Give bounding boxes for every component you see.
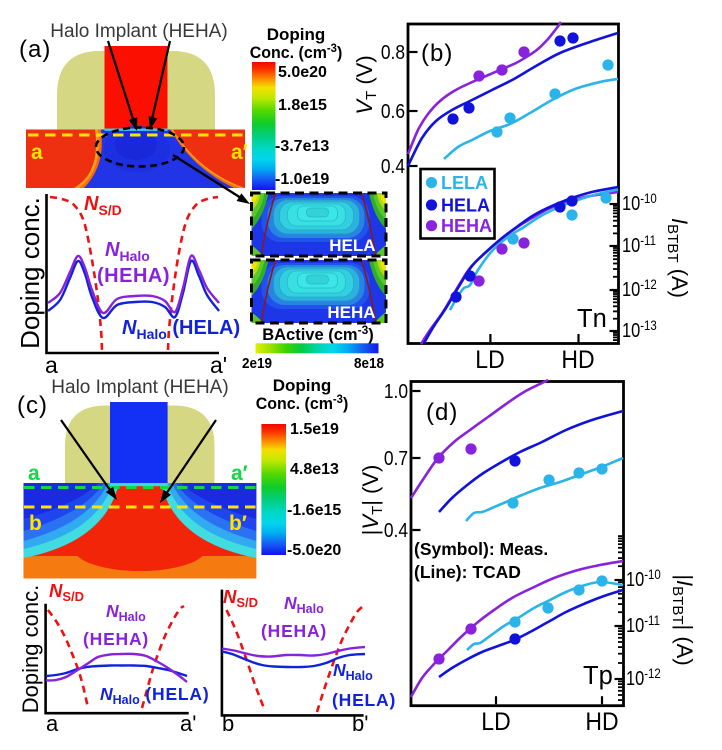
svg-text:-5.0e20: -5.0e20 (287, 542, 341, 559)
svg-text:-1.0e19: -1.0e19 (275, 171, 329, 188)
svg-text:Conc. (cm-3): Conc. (cm-3) (250, 42, 343, 62)
svg-text:(Line): TCAD: (Line): TCAD (414, 562, 521, 582)
svg-text:5.0e20: 5.0e20 (278, 64, 327, 81)
svg-text:10-11: 10-11 (622, 232, 656, 256)
svg-text:a: a (31, 141, 43, 164)
svg-text:HEHA: HEHA (327, 303, 375, 322)
svg-text:(c): (c) (17, 392, 48, 419)
svg-text:HD: HD (585, 708, 618, 736)
svg-text:Tn: Tn (577, 305, 607, 333)
svg-text:a': a' (210, 352, 227, 378)
svg-text:a: a (46, 711, 59, 736)
svg-text:VT (V): VT (V) (352, 55, 380, 114)
svg-text:HELA: HELA (441, 196, 490, 216)
svg-text:1.8e15: 1.8e15 (278, 97, 327, 114)
svg-text:10-10: 10-10 (626, 566, 661, 590)
svg-text:a: a (45, 352, 58, 378)
svg-text:b': b' (352, 711, 368, 736)
svg-text:(HEHA): (HEHA) (97, 265, 170, 287)
svg-text:0.7: 0.7 (384, 447, 408, 469)
svg-text:10-10: 10-10 (622, 190, 657, 214)
svg-text:LD: LD (475, 346, 504, 374)
svg-text:-1.6e15: -1.6e15 (287, 502, 341, 519)
svg-text:b: b (222, 711, 234, 736)
svg-text:4.8e13: 4.8e13 (290, 461, 339, 478)
svg-text:0.4: 0.4 (384, 519, 408, 541)
svg-text:Tp: Tp (583, 662, 613, 690)
svg-text:(HEHA): (HEHA) (261, 621, 327, 641)
svg-text:(a): (a) (19, 36, 51, 63)
svg-text:LD: LD (481, 708, 510, 736)
svg-text:1.5e19: 1.5e19 (290, 421, 339, 438)
svg-text:a′: a′ (231, 141, 248, 164)
svg-text:8e18: 8e18 (354, 355, 384, 372)
svg-text:0.8: 0.8 (381, 41, 405, 63)
svg-text:Doping conc.: Doping conc. (18, 585, 43, 713)
svg-text:(HELA): (HELA) (332, 690, 396, 710)
svg-text:Conc. (cm-3): Conc. (cm-3) (256, 393, 349, 413)
svg-text:Halo Implant (HEHA): Halo Implant (HEHA) (51, 377, 228, 398)
svg-text:(HEHA): (HEHA) (83, 629, 149, 649)
svg-text:(d): (d) (426, 399, 458, 426)
svg-text:b′: b′ (229, 512, 247, 535)
svg-text:Doping: Doping (267, 25, 326, 44)
svg-text:0.6: 0.6 (381, 100, 405, 122)
svg-text:Doping: Doping (273, 376, 332, 395)
svg-text:-3.7e13: -3.7e13 (275, 138, 329, 155)
svg-text:|VT| (V): |VT| (V) (358, 465, 386, 536)
svg-text:a′: a′ (231, 462, 248, 485)
svg-text:(Symbol): Meas.: (Symbol): Meas. (414, 539, 548, 559)
svg-text:Halo Implant (HEHA): Halo Implant (HEHA) (50, 21, 227, 42)
svg-text:2e19: 2e19 (242, 355, 272, 372)
svg-text:b: b (29, 512, 42, 535)
svg-text:HD: HD (561, 346, 594, 374)
svg-text:LELA: LELA (441, 173, 488, 193)
svg-text:Doping conc.: Doping conc. (15, 197, 45, 349)
svg-text:0.4: 0.4 (381, 155, 405, 177)
svg-text:IBTBT (A): IBTBT (A) (664, 218, 692, 298)
svg-text:HELA: HELA (329, 236, 375, 255)
svg-text:1.0: 1.0 (384, 380, 408, 402)
svg-text:a: a (28, 462, 40, 485)
svg-text:HEHA: HEHA (441, 216, 492, 236)
svg-text:BActive (cm-3): BActive (cm-3) (262, 323, 374, 344)
svg-text:(b): (b) (421, 40, 453, 67)
svg-text:a': a' (180, 711, 196, 736)
